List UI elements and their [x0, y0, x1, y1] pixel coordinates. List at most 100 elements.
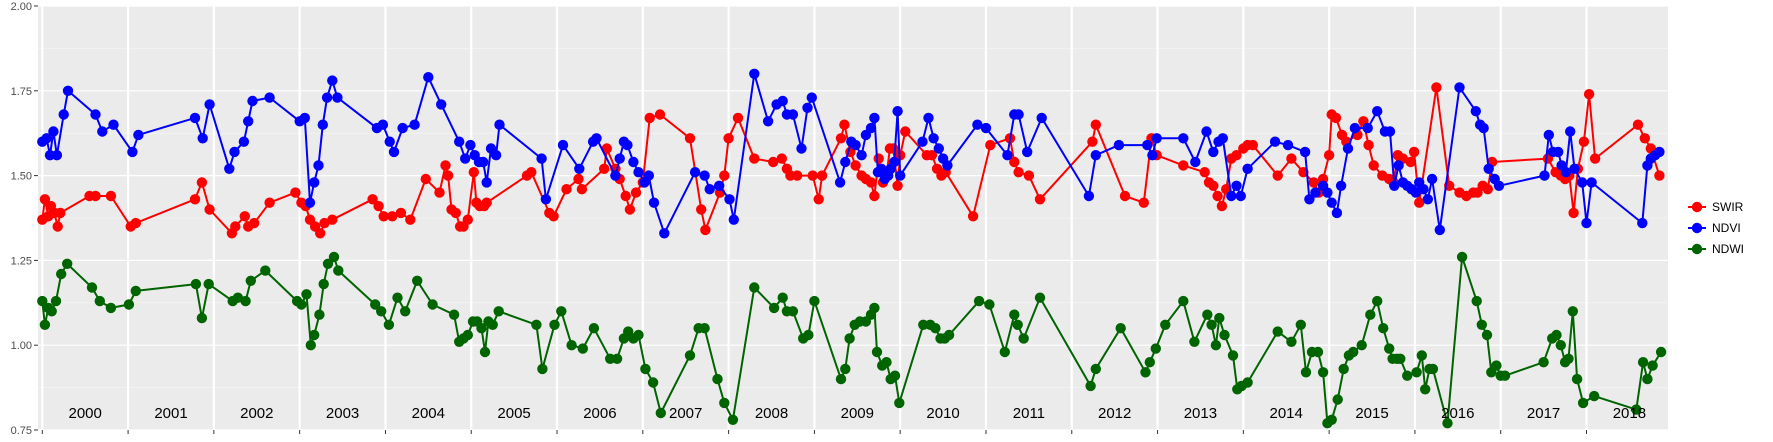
data-point-ndwi: [493, 306, 504, 317]
data-point-ndvi: [834, 177, 846, 188]
data-point-ndwi: [1356, 340, 1367, 351]
data-point-swir: [189, 194, 201, 205]
data-point-ndvi: [1470, 106, 1482, 117]
data-point-ndvi: [313, 160, 324, 171]
data-point-ndwi: [1326, 414, 1337, 425]
data-point-ndvi: [1331, 207, 1343, 219]
data-point-swir: [1330, 112, 1342, 124]
data-point-swir: [1654, 170, 1665, 181]
data-point-swir: [719, 170, 730, 181]
data-point-ndvi: [1083, 190, 1095, 202]
data-point-ndwi: [973, 295, 985, 307]
data-point-ndwi: [881, 357, 892, 368]
data-point-ndwi: [376, 306, 387, 317]
data-point-ndwi: [476, 323, 487, 334]
data-point-ndvi: [1190, 156, 1201, 168]
data-point-ndwi: [1655, 346, 1667, 358]
data-point-ndvi: [41, 133, 52, 144]
data-point-ndvi: [454, 136, 465, 147]
data-point-swir: [768, 156, 779, 168]
y-tick-label: 2.00: [11, 1, 32, 13]
data-point-ndvi: [614, 153, 625, 164]
data-point-ndvi: [1151, 133, 1162, 144]
data-point-ndvi: [264, 92, 275, 103]
data-point-ndwi: [1637, 357, 1649, 368]
data-point-ndwi: [1210, 340, 1222, 351]
data-point-ndvi: [1142, 139, 1153, 151]
data-point-ndvi: [980, 122, 992, 134]
data-point-swir: [1308, 177, 1319, 188]
year-label-2018: 2018: [1613, 405, 1646, 422]
data-point-ndvi: [247, 95, 258, 107]
data-point-ndwi: [240, 295, 251, 307]
data-point-ndwi: [322, 258, 334, 269]
data-point-ndvi: [1372, 106, 1383, 117]
year-label-2016: 2016: [1441, 405, 1474, 422]
data-point-ndwi: [943, 329, 955, 341]
data-point-ndvi: [1036, 112, 1047, 124]
data-point-ndwi: [768, 302, 780, 314]
data-point-ndwi: [318, 278, 329, 290]
data-point-swir: [405, 214, 416, 225]
data-point-swir: [816, 170, 828, 181]
data-point-ndvi: [1539, 170, 1550, 181]
legend: SWIR NDVI NDWI: [1688, 200, 1744, 256]
data-point-swir: [644, 112, 655, 124]
data-point-ndwi: [94, 295, 106, 307]
data-point-swir: [130, 217, 141, 229]
data-point-ndwi: [1402, 370, 1413, 381]
data-point-ndvi: [876, 163, 887, 174]
data-point-ndvi: [1304, 194, 1315, 205]
data-point-swir: [776, 153, 787, 164]
data-point-ndvi: [802, 102, 813, 114]
data-point-ndvi: [1426, 173, 1438, 185]
data-point-ndvi: [304, 197, 316, 208]
legend-key-point: [1691, 222, 1703, 234]
data-point-swir: [462, 214, 473, 225]
data-point-ndvi: [90, 109, 101, 120]
data-point-ndvi: [840, 156, 851, 168]
data-point-swir: [835, 133, 847, 144]
year-label-2013: 2013: [1184, 405, 1217, 422]
year-label-2007: 2007: [669, 405, 702, 422]
data-point-ndwi: [556, 306, 567, 317]
data-point-ndvi: [648, 197, 660, 208]
data-point-ndvi: [1147, 150, 1158, 161]
data-point-swir: [1323, 150, 1335, 161]
data-point-ndwi: [1491, 360, 1502, 371]
data-point-swir: [850, 160, 861, 171]
data-point-ndvi: [892, 106, 903, 117]
data-point-ndvi: [1637, 217, 1648, 229]
data-point-ndwi: [549, 319, 560, 330]
data-point-swir: [387, 211, 398, 222]
series-layer: [37, 68, 1667, 429]
data-point-ndwi: [727, 414, 739, 425]
data-point-ndvi: [1231, 180, 1242, 191]
data-point-swir: [1286, 153, 1297, 164]
data-point-swir: [839, 119, 850, 130]
data-point-swir: [1583, 89, 1595, 100]
data-point-ndvi: [224, 163, 235, 174]
data-point-ndvi: [1654, 146, 1665, 158]
data-point-swir: [967, 211, 979, 222]
data-point-ndvi: [197, 133, 208, 144]
data-point-ndvi: [1235, 190, 1247, 202]
y-tick-label: 1.50: [11, 171, 32, 183]
data-point-ndwi: [370, 299, 381, 310]
data-point-ndwi: [1420, 384, 1431, 395]
data-point-ndvi: [1021, 146, 1033, 158]
data-point-ndwi: [930, 323, 941, 334]
data-point-ndwi: [1631, 404, 1642, 415]
data-point-ndwi: [1365, 309, 1376, 320]
data-point-ndvi: [1553, 146, 1564, 158]
data-point-ndvi: [1493, 180, 1505, 191]
data-point-ndwi: [809, 295, 820, 307]
data-point-swir: [599, 163, 610, 174]
data-point-ndvi: [1013, 109, 1024, 120]
data-point-ndvi: [1090, 150, 1102, 161]
data-point-swir: [630, 187, 642, 198]
data-point-ndwi: [1378, 323, 1389, 334]
data-point-ndvi: [895, 170, 906, 181]
data-point-ndwi: [130, 285, 141, 297]
